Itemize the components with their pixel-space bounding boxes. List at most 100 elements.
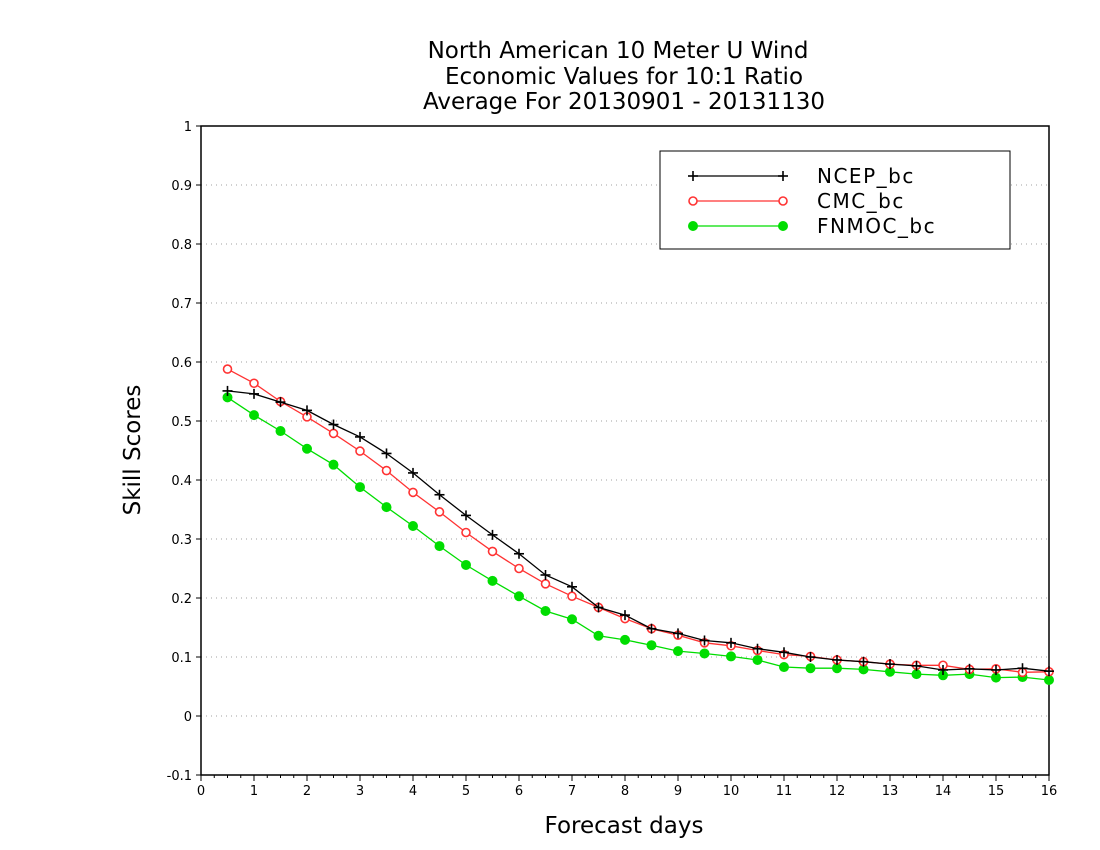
title-line-3: Average For 20130901 - 20131130 — [423, 89, 825, 115]
point-NCEP_bc-20 — [752, 643, 763, 654]
point-NCEP_bc-29 — [991, 664, 1001, 675]
point-NCEP_bc-26 — [911, 660, 922, 671]
y-tick-label-5: 0.4 — [171, 474, 192, 489]
point-FNMOC_bc-20 — [752, 654, 763, 665]
point-NCEP_bc-4 — [328, 419, 339, 430]
x-tick-label-0: 0 — [197, 784, 205, 799]
x-tick-label-2: 2 — [303, 784, 311, 799]
y-tick-label-6: 0.5 — [171, 415, 192, 430]
point-FNMOC_bc-12 — [540, 605, 551, 616]
y-tick-label-4: 0.3 — [171, 533, 192, 548]
y-tick-label-1: 0 — [184, 710, 192, 725]
point-FNMOC_bc-2 — [275, 426, 286, 437]
point-NCEP_bc-15 — [620, 610, 630, 621]
point-NCEP_bc-30 — [1017, 663, 1028, 674]
series-NCEP_bc — [222, 385, 1054, 677]
x-tick-label-9: 9 — [674, 784, 682, 799]
point-NCEP_bc-6 — [381, 448, 392, 459]
point-FNMOC_bc-14 — [593, 630, 604, 641]
point-FNMOC_bc-18 — [699, 648, 710, 659]
point-FNMOC_bc-10 — [487, 575, 498, 586]
x-tick-label-1: 1 — [250, 784, 258, 799]
legend-label-NCEP_bc: NCEP_bc — [817, 164, 915, 188]
point-CMC_bc-5 — [355, 446, 365, 456]
point-CMC_bc-9 — [461, 527, 471, 538]
point-CMC_bc-1 — [249, 378, 259, 389]
y-tick-label-9: 0.8 — [171, 238, 192, 253]
legend-marker-left-NCEP_bc — [688, 171, 698, 181]
legend-item-FNMOC_bc: FNMOC_bc — [688, 214, 936, 238]
x-tick-label-11: 11 — [776, 784, 793, 799]
x-tick-label-14: 14 — [935, 784, 952, 799]
legend-marker-right-NCEP_bc — [778, 171, 788, 181]
x-tick-label-12: 12 — [829, 784, 846, 799]
legend-marker-left-FNMOC_bc — [688, 220, 699, 231]
legend-label-CMC_bc: CMC_bc — [817, 189, 905, 213]
point-FNMOC_bc-15 — [620, 634, 631, 645]
y-tick-label-10: 0.9 — [171, 179, 192, 194]
point-NCEP_bc-22 — [805, 652, 816, 662]
series-line-NCEP_bc — [227, 390, 1050, 672]
series-CMC_bc — [222, 364, 1054, 678]
point-CMC_bc-6 — [381, 465, 392, 476]
point-FNMOC_bc-8 — [434, 541, 445, 552]
legend-label-FNMOC_bc: FNMOC_bc — [817, 214, 936, 238]
point-FNMOC_bc-23 — [832, 663, 843, 674]
title-line-2: Economic Values for 10:1 Ratio — [445, 64, 803, 90]
point-CMC_bc-0 — [222, 364, 233, 374]
legend-marker-right-CMC_bc — [778, 196, 788, 206]
x-tick-label-5: 5 — [462, 784, 470, 799]
point-NCEP_bc-11 — [514, 548, 524, 559]
point-FNMOC_bc-11 — [514, 591, 525, 602]
legend-item-NCEP_bc: NCEP_bc — [688, 164, 915, 188]
point-FNMOC_bc-1 — [248, 410, 259, 421]
point-NCEP_bc-16 — [646, 623, 657, 634]
point-NCEP_bc-8 — [434, 489, 445, 500]
point-FNMOC_bc-26 — [911, 669, 922, 680]
point-FNMOC_bc-22 — [805, 663, 816, 674]
point-CMC_bc-11 — [514, 563, 524, 574]
x-tick-label-4: 4 — [409, 784, 417, 799]
legend-marker-right-FNMOC_bc — [778, 220, 789, 231]
title-line-1: North American 10 Meter U Wind — [428, 38, 809, 64]
x-tick-label-7: 7 — [568, 784, 576, 799]
point-FNMOC_bc-16 — [646, 640, 657, 651]
point-NCEP_bc-31 — [1044, 666, 1054, 677]
point-NCEP_bc-1 — [249, 388, 259, 399]
point-NCEP_bc-5 — [355, 431, 365, 442]
point-NCEP_bc-24 — [858, 656, 869, 667]
point-FNMOC_bc-7 — [407, 521, 418, 532]
point-NCEP_bc-12 — [540, 569, 551, 580]
series-line-CMC_bc — [227, 368, 1050, 673]
point-NCEP_bc-0 — [222, 385, 233, 396]
point-CMC_bc-12 — [540, 579, 551, 589]
x-tick-label-13: 13 — [882, 784, 899, 799]
legend-box — [659, 150, 1011, 250]
x-tick-label-10: 10 — [723, 784, 740, 799]
axes: -0.100.10.20.30.40.50.60.70.80.910 1 2 3 4 5 6… — [167, 120, 1058, 799]
point-NCEP_bc-23 — [832, 654, 842, 665]
point-CMC_bc-10 — [487, 546, 498, 557]
point-CMC_bc-8 — [434, 507, 445, 517]
x-tick-label-8: 8 — [621, 784, 629, 799]
series-layer — [222, 364, 1055, 686]
point-NCEP_bc-3 — [302, 405, 312, 416]
y-tick-label-11: 1 — [184, 120, 192, 135]
point-FNMOC_bc-19 — [726, 651, 737, 662]
point-FNMOC_bc-4 — [328, 459, 339, 470]
point-FNMOC_bc-9 — [460, 559, 471, 570]
point-NCEP_bc-21 — [779, 647, 789, 658]
series-FNMOC_bc — [222, 392, 1055, 686]
point-FNMOC_bc-17 — [673, 646, 684, 657]
x-axis-label: Forecast days — [545, 813, 704, 839]
x-tick-label-3: 3 — [356, 784, 364, 799]
x-tick-label-6: 6 — [515, 784, 523, 799]
point-FNMOC_bc-13 — [567, 614, 578, 625]
point-NCEP_bc-9 — [461, 510, 471, 521]
point-NCEP_bc-13 — [567, 581, 577, 592]
legend-marker-left-CMC_bc — [688, 196, 698, 206]
point-NCEP_bc-7 — [408, 467, 418, 478]
point-NCEP_bc-18 — [699, 635, 710, 646]
point-NCEP_bc-10 — [487, 529, 498, 540]
